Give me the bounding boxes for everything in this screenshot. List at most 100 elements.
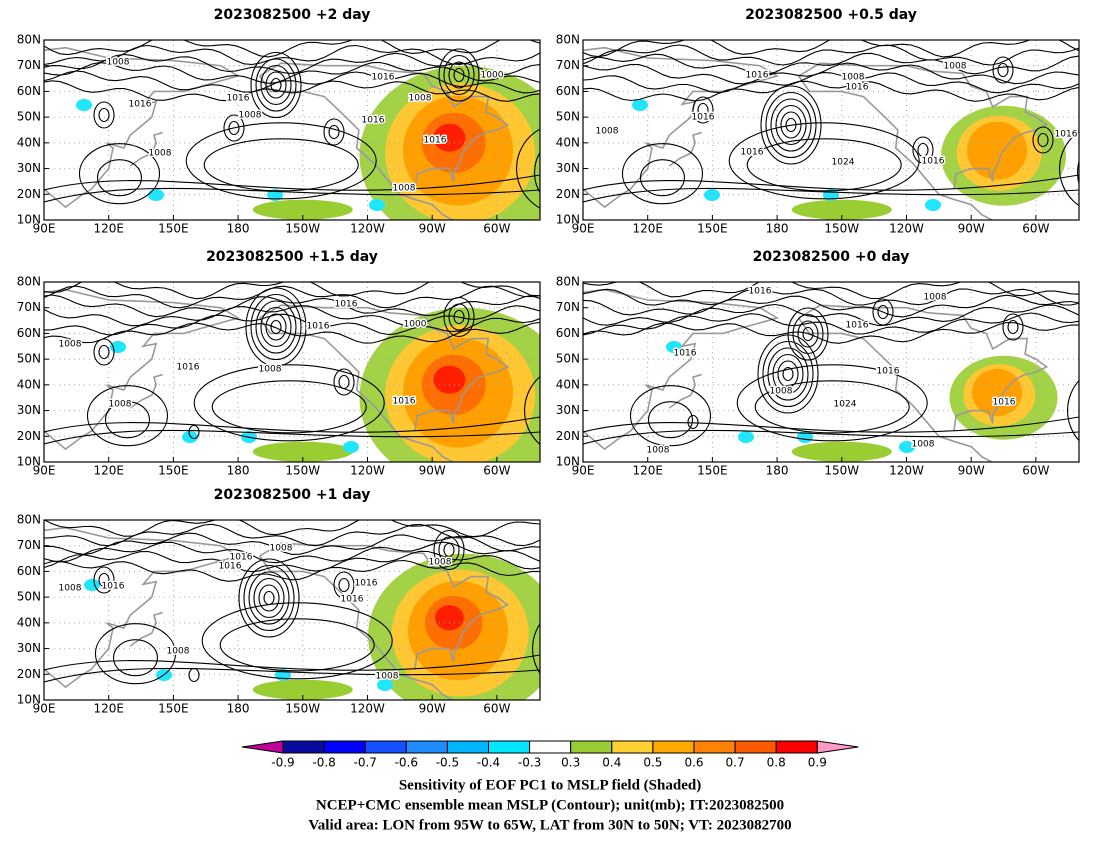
contour	[647, 401, 694, 439]
contour	[697, 102, 709, 118]
y-tick-label: 70N	[17, 538, 41, 552]
contour-label: 1008	[149, 149, 172, 159]
contour	[1032, 126, 1054, 154]
contour	[792, 313, 824, 355]
contour	[104, 401, 151, 439]
map-panel: 90E 120E 150E 180 150W 120W 90W 60W 10N 20N 30N 40N…	[17, 33, 541, 236]
contour	[78, 143, 161, 205]
shading-cyan	[148, 189, 164, 201]
contour	[44, 174, 540, 191]
x-tick-label: 90W	[419, 464, 446, 478]
contour	[44, 559, 540, 582]
contour	[551, 620, 605, 686]
x-tick-label: 90E	[33, 464, 56, 478]
contour	[1059, 130, 1079, 207]
contour	[583, 80, 1079, 102]
contour	[265, 313, 287, 341]
x-tick-label: 150E	[697, 464, 728, 478]
contour	[93, 338, 115, 366]
x-tick-label: 90E	[33, 222, 56, 236]
contour	[223, 114, 245, 142]
contour	[338, 374, 350, 390]
contour-label: 1008	[409, 94, 432, 104]
colorbar-box	[775, 740, 818, 754]
y-tick-label: 50N	[17, 110, 41, 124]
shading-green	[791, 199, 892, 220]
contour	[433, 529, 465, 571]
contour	[98, 107, 110, 123]
shading-red	[433, 365, 466, 394]
map-body	[583, 282, 1079, 462]
contour	[448, 61, 470, 89]
contour-label: 1008	[842, 73, 865, 83]
shading-red	[435, 605, 464, 631]
contour-label: 1024	[834, 400, 857, 410]
x-tick-label: 90E	[33, 702, 56, 716]
contour	[629, 385, 712, 447]
contour	[98, 344, 110, 360]
contour	[765, 91, 817, 159]
contour	[1037, 132, 1049, 148]
panel-title: 2023082500 +0.5 day	[745, 7, 917, 23]
coastline	[258, 75, 455, 220]
shading-cyan	[369, 199, 385, 211]
colorbar-box	[364, 740, 407, 754]
contour	[255, 58, 297, 112]
y-tick-label: 80N	[17, 33, 41, 47]
colorbar-box	[693, 740, 736, 754]
y-tick-label: 20N	[17, 667, 41, 681]
x-tick-label: 150W	[285, 464, 320, 478]
contour	[448, 303, 470, 331]
contour	[193, 364, 385, 442]
contour	[754, 380, 910, 434]
y-tick-label: 10N	[17, 455, 41, 469]
x-tick-label: 90W	[958, 464, 985, 478]
x-tick-label: 150E	[158, 464, 189, 478]
contour-label: 1008	[596, 127, 619, 137]
contour-label: 1008	[924, 293, 947, 303]
x-tick-label: 120E	[93, 464, 124, 478]
colorbar-label: 0.5	[643, 756, 662, 770]
contour	[443, 296, 475, 338]
y-tick-label: 70N	[556, 58, 580, 72]
contour	[583, 294, 1079, 318]
y-tick-label: 20N	[17, 187, 41, 201]
contour	[785, 117, 797, 133]
coastline	[259, 304, 510, 432]
contour	[270, 319, 282, 335]
contour-label: 1008	[393, 184, 416, 194]
colorbar-box	[611, 740, 654, 754]
y-tick-label: 20N	[556, 429, 580, 443]
colorbar-extend-low	[241, 740, 284, 754]
shading-cyan	[899, 441, 915, 453]
y-tick-label: 50N	[556, 110, 580, 124]
panel-title: 2023082500 +0 day	[753, 249, 910, 265]
y-tick-label: 30N	[17, 403, 41, 417]
contour	[583, 187, 1079, 203]
y-tick-label: 70N	[17, 58, 41, 72]
contour	[270, 77, 282, 93]
contour-label: 1016	[355, 579, 378, 589]
contour	[1077, 160, 1079, 186]
contour	[201, 602, 393, 680]
contour-label: 1016	[424, 136, 447, 146]
contour-label: 1008	[259, 365, 282, 375]
contour-label: 1008	[239, 111, 262, 121]
map-panel: 90E 120E 150E 180 150W 120W 90W 60W 10N 20N 30N 40N…	[556, 275, 1080, 478]
contour-label: 1008	[944, 62, 967, 72]
caption: Sensitivity of EOF PC1 to MSLP field (Sh…	[399, 777, 701, 793]
contour-label: 1008	[429, 558, 452, 568]
coastline	[798, 304, 1049, 432]
contour-label: 1016	[749, 287, 772, 297]
contour	[912, 136, 934, 164]
x-tick-label: 150W	[285, 702, 320, 716]
colorbar-label: -0.6	[395, 756, 418, 770]
contour-label: 1016	[227, 94, 250, 104]
contour	[86, 385, 169, 447]
coastline	[258, 317, 455, 462]
contour	[767, 347, 809, 401]
coastline	[259, 542, 510, 670]
contour	[44, 187, 540, 203]
contour-label: 1008	[109, 400, 132, 410]
contour	[255, 300, 297, 354]
